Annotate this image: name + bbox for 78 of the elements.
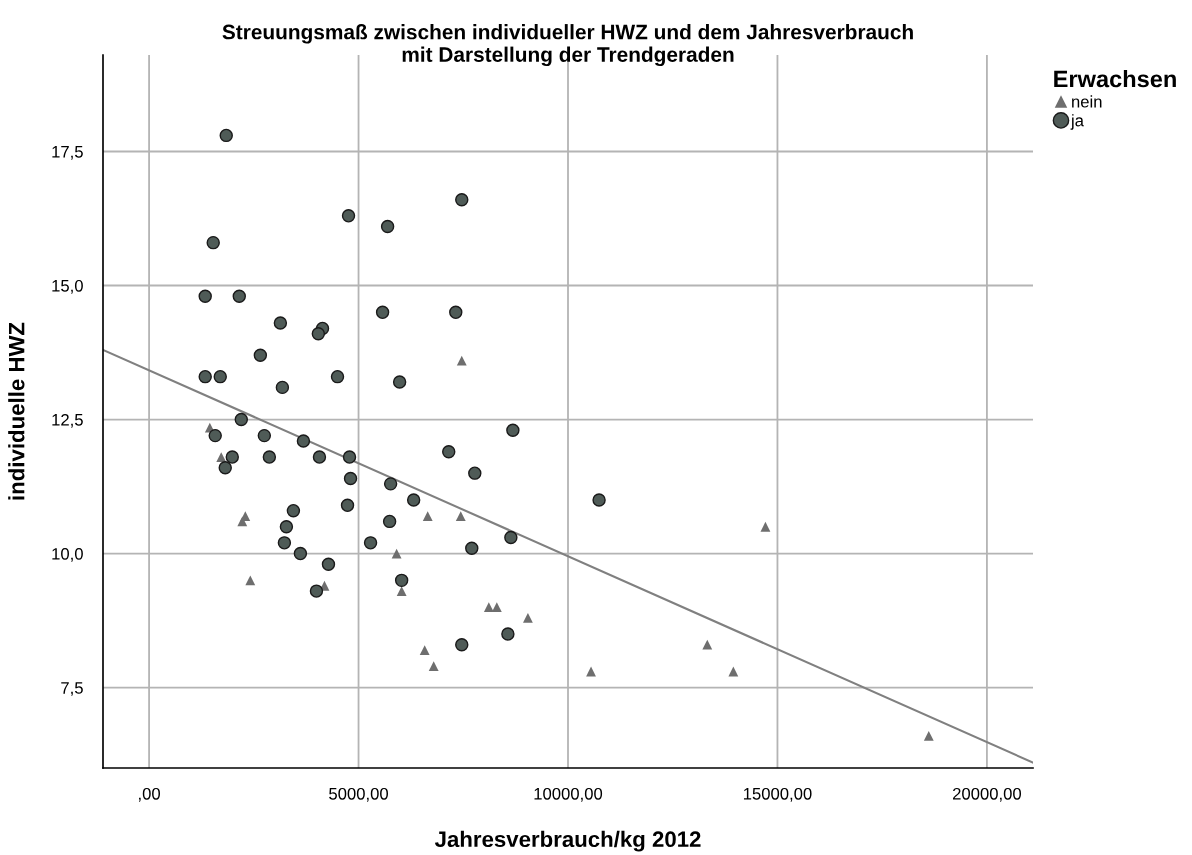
point bbox=[293, 546, 308, 561]
point bbox=[465, 541, 479, 555]
point bbox=[312, 450, 327, 464]
point bbox=[240, 511, 251, 521]
y-tick-label: 10,0 bbox=[52, 547, 83, 562]
point bbox=[455, 193, 469, 207]
point bbox=[198, 369, 212, 384]
point bbox=[394, 573, 409, 588]
legend-label: ja bbox=[1070, 114, 1084, 130]
legend-title: Erwachsen bbox=[1054, 70, 1176, 88]
point bbox=[309, 584, 324, 598]
chart-title: Streuungsmaß zwischen individueller HWZ und dem Jahresverbrauch mit Darstellung der Trendgeraden bbox=[222, 24, 913, 67]
point bbox=[442, 444, 456, 459]
point bbox=[383, 477, 398, 491]
point bbox=[363, 536, 378, 550]
y-tick-label: 12,5 bbox=[52, 413, 83, 428]
point bbox=[760, 521, 771, 532]
y-tick-label: 17,5 bbox=[52, 146, 83, 160]
point bbox=[245, 575, 256, 586]
point bbox=[277, 536, 292, 550]
point bbox=[262, 450, 277, 464]
point bbox=[273, 316, 288, 330]
point bbox=[506, 423, 520, 437]
point bbox=[455, 511, 466, 521]
point bbox=[343, 471, 358, 486]
point bbox=[375, 305, 390, 320]
point bbox=[449, 305, 463, 320]
legend-label: nein bbox=[1072, 95, 1102, 108]
point bbox=[406, 493, 421, 507]
point bbox=[428, 661, 439, 672]
point bbox=[468, 466, 482, 480]
point bbox=[523, 612, 533, 623]
x-tick-label: ,00 bbox=[139, 787, 161, 802]
point bbox=[391, 548, 402, 559]
point bbox=[380, 219, 395, 234]
point bbox=[341, 209, 356, 223]
x-tick-label: 10000,00 bbox=[534, 787, 603, 802]
y-tick-label: 15,0 bbox=[52, 279, 83, 294]
point bbox=[456, 355, 467, 366]
point bbox=[483, 602, 494, 613]
point bbox=[422, 511, 433, 521]
point bbox=[728, 666, 739, 677]
point bbox=[208, 428, 222, 443]
point bbox=[501, 627, 515, 641]
point bbox=[396, 586, 407, 596]
x-tick-label: 20000,00 bbox=[953, 787, 1022, 802]
point bbox=[253, 348, 268, 362]
point bbox=[232, 289, 246, 303]
point bbox=[592, 493, 606, 507]
y-tick-label: 7,5 bbox=[61, 682, 83, 696]
point bbox=[296, 434, 311, 448]
point bbox=[340, 498, 355, 513]
point bbox=[257, 428, 272, 443]
point bbox=[286, 503, 301, 518]
point bbox=[218, 461, 232, 475]
point bbox=[225, 450, 239, 464]
point bbox=[923, 730, 934, 741]
x-tick-label: 15000,00 bbox=[743, 787, 812, 802]
x-axis-title: Jahresverbrauch/kg 2012 bbox=[434, 830, 701, 852]
point bbox=[702, 639, 713, 650]
x-tick-label: 5000,00 bbox=[329, 787, 389, 802]
point bbox=[382, 514, 397, 529]
point bbox=[275, 380, 290, 395]
point bbox=[279, 520, 294, 534]
point bbox=[311, 327, 326, 341]
point bbox=[392, 375, 407, 389]
point bbox=[206, 235, 220, 250]
point bbox=[321, 557, 336, 571]
point bbox=[213, 369, 227, 384]
point bbox=[198, 289, 212, 303]
point bbox=[342, 450, 357, 464]
point bbox=[504, 530, 518, 545]
y-axis-title: individuelle HWZ bbox=[8, 322, 25, 500]
point bbox=[419, 645, 430, 655]
point bbox=[330, 369, 345, 384]
point bbox=[234, 412, 248, 427]
point bbox=[455, 637, 469, 652]
point bbox=[219, 128, 233, 143]
